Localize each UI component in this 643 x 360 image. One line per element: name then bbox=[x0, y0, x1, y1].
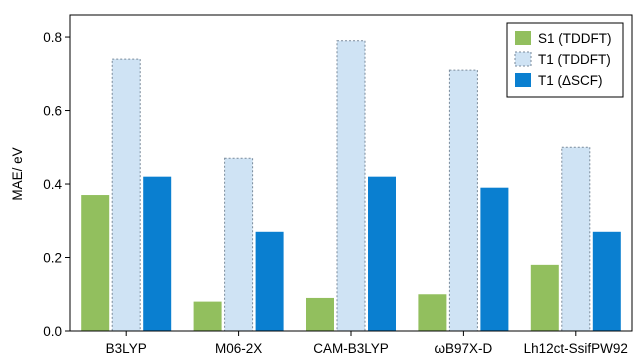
y-tick-label: 0.4 bbox=[43, 177, 62, 192]
legend-swatch bbox=[515, 73, 531, 87]
y-tick-label: 0.8 bbox=[43, 30, 62, 45]
legend-label: T1 (ΔSCF) bbox=[538, 73, 603, 88]
bar bbox=[592, 231, 621, 331]
bar bbox=[111, 58, 141, 332]
bar bbox=[530, 264, 559, 331]
bar bbox=[448, 69, 478, 332]
bar bbox=[480, 187, 509, 331]
y-tick-label: 0.6 bbox=[43, 104, 62, 119]
y-tick-label: 0.0 bbox=[43, 324, 62, 339]
legend-label: S1 (TDDFT) bbox=[538, 31, 612, 46]
bar bbox=[143, 176, 172, 331]
y-tick-label: 0.2 bbox=[43, 251, 62, 266]
x-tick-label: ωB97X-D bbox=[434, 341, 492, 356]
bar bbox=[336, 40, 366, 332]
bar bbox=[193, 301, 222, 331]
x-tick-label: B3LYP bbox=[106, 341, 147, 356]
axes-layer: 0.0 0.2 0.4 0.6 0.8 B3LYP M06-2X CAM-B3LYP ωB97X… bbox=[43, 14, 633, 356]
bar bbox=[224, 157, 254, 332]
y-axis-title: MAE/ eV bbox=[10, 147, 25, 200]
bar bbox=[81, 195, 110, 331]
legend-swatch bbox=[514, 51, 532, 67]
legend-swatch bbox=[515, 31, 531, 45]
bar bbox=[561, 146, 591, 332]
bars-layer bbox=[81, 40, 621, 332]
legend-label: T1 (TDDFT) bbox=[538, 52, 611, 67]
bar bbox=[306, 297, 334, 331]
x-tick-label: M06-2X bbox=[215, 341, 262, 356]
bar bbox=[255, 231, 284, 331]
bar bbox=[418, 294, 447, 331]
legend: S1 (TDDFT) T1 (TDDFT) T1 (ΔSCF) bbox=[506, 22, 624, 98]
x-tick-label: Lh12ct-SsifPW92 bbox=[524, 341, 628, 356]
bar bbox=[368, 176, 396, 331]
x-tick-label: CAM-B3LYP bbox=[313, 341, 389, 356]
